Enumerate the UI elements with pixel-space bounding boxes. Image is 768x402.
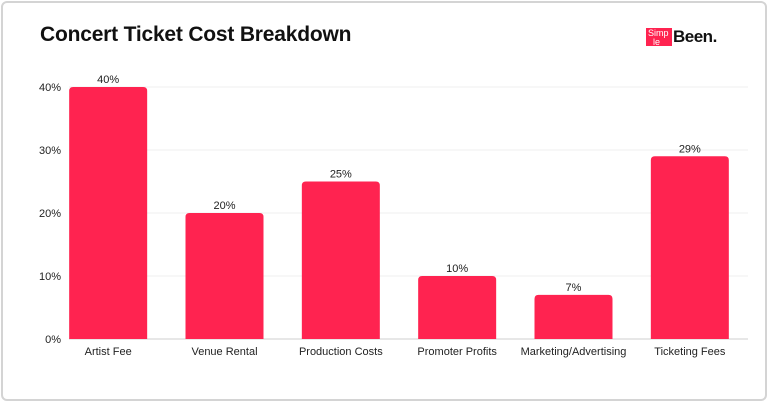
data-label: 25% [330, 169, 352, 181]
logo: Simp le Been. [646, 27, 717, 47]
data-label: 20% [213, 200, 235, 212]
data-label: 7% [566, 282, 582, 294]
data-label: 40% [97, 74, 119, 86]
y-tick-label: 20% [39, 208, 61, 220]
logo-text: Been. [673, 27, 717, 46]
x-tick-label: Ticketing Fees [654, 346, 726, 358]
x-tick-label: Production Costs [299, 346, 383, 358]
y-tick-label: 10% [39, 271, 61, 283]
x-tick-label: Venue Rental [191, 346, 257, 358]
bar [301, 181, 380, 339]
bar [69, 87, 148, 339]
x-tick-label: Marketing/Advertising [521, 346, 627, 358]
bar [534, 294, 613, 339]
bar [650, 156, 729, 339]
y-tick-label: 30% [39, 145, 61, 157]
data-label: 10% [446, 263, 468, 275]
logo-mark: Simp le [646, 28, 672, 47]
x-tick-label: Promoter Profits [417, 346, 497, 358]
x-tick-label: Artist Fee [85, 346, 132, 358]
y-tick-label: 0% [45, 334, 61, 346]
chart-title: Concert Ticket Cost Breakdown [40, 23, 352, 46]
bar [418, 276, 497, 339]
data-label: 29% [679, 143, 701, 155]
y-tick-label: 40% [39, 82, 61, 94]
bar [185, 213, 264, 339]
